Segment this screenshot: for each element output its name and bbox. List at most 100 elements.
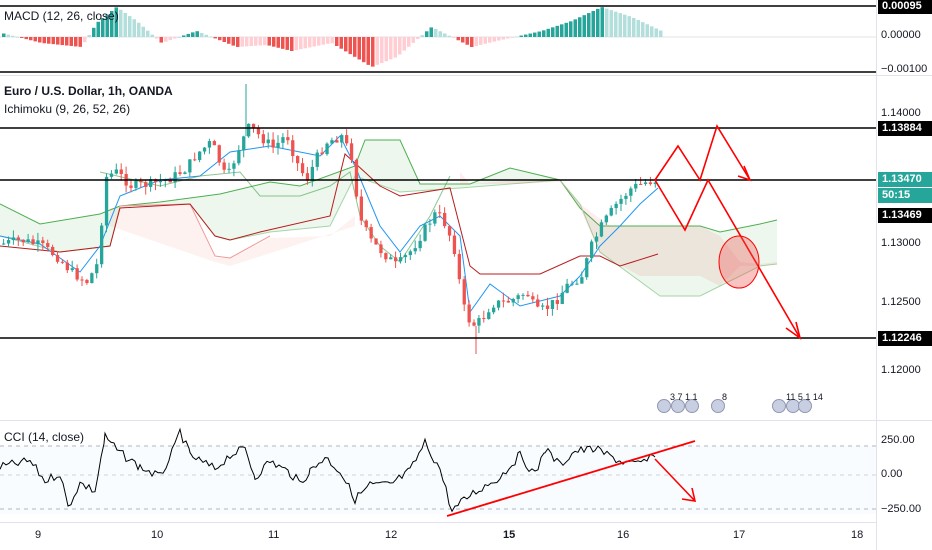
macd-bar: [2, 33, 6, 37]
economic-event-flag-icon[interactable]: [798, 399, 812, 413]
macd-bar: [488, 37, 492, 43]
candle-body: [349, 143, 354, 160]
macd-bar: [438, 31, 442, 37]
time-label: 17: [733, 529, 746, 541]
macd-bar: [537, 31, 541, 37]
macd-bar: [110, 11, 114, 37]
time-label: 18: [851, 529, 864, 541]
macd-bar: [249, 37, 253, 47]
macd-bar: [191, 32, 195, 37]
price-axis[interactable]: 1.14000 1.13000 1.12500 1.12000: [877, 76, 932, 420]
cci-tick: −250.00: [881, 503, 922, 515]
macd-bar: [51, 37, 55, 45]
candle-body: [217, 145, 221, 163]
macd-bar: [96, 21, 100, 37]
candle-body: [261, 134, 265, 144]
macd-bar: [173, 37, 177, 39]
symbol-legend[interactable]: Euro / U.S. Dollar, 1h, OANDA: [4, 84, 173, 98]
macd-bar: [528, 33, 532, 37]
candle-body: [80, 279, 84, 281]
candle-body: [467, 304, 471, 323]
candle-body: [447, 226, 452, 236]
candle-body: [202, 147, 207, 152]
macd-bar: [618, 13, 622, 37]
economic-event-flag-icon[interactable]: [772, 399, 786, 413]
candle-body: [286, 137, 290, 141]
candle-body: [291, 140, 295, 156]
candle-body: [315, 152, 319, 167]
macd-bar: [560, 24, 564, 37]
price-tick: 1.12000: [881, 364, 921, 376]
macd-bar: [524, 34, 528, 37]
candle-body: [198, 151, 202, 160]
economic-event-flag-icon[interactable]: [685, 399, 699, 413]
price-pane[interactable]: Euro / U.S. Dollar, 1h, OANDA Ichimoku (…: [0, 76, 877, 420]
candle-body: [408, 251, 412, 256]
candle-body: [506, 300, 510, 303]
candle-body: [65, 262, 69, 271]
candle-body: [389, 257, 393, 260]
candle-body: [585, 258, 589, 278]
macd-bar: [335, 37, 339, 46]
macd-pane[interactable]: MACD (12, 26, close): [0, 0, 877, 75]
macd-bar: [6, 34, 10, 37]
candle-body: [85, 279, 89, 284]
candle-body: [604, 215, 608, 223]
candle-body: [428, 223, 432, 225]
candle-body: [482, 318, 486, 320]
macd-bar: [515, 36, 519, 38]
candle-body: [100, 225, 104, 265]
macd-bar: [492, 37, 496, 42]
economic-event-flag-icon[interactable]: [657, 399, 671, 413]
macd-bar: [231, 37, 235, 46]
macd-bar: [591, 10, 595, 37]
macd-bar: [276, 37, 280, 48]
candle-body: [629, 188, 633, 196]
candle-body: [281, 137, 285, 143]
cci-legend[interactable]: CCI (14, close): [4, 430, 85, 444]
candle-body: [310, 166, 314, 181]
candle-body: [104, 176, 109, 226]
candle-body: [222, 162, 226, 170]
macd-bar: [15, 36, 19, 38]
macd-bar: [119, 9, 123, 38]
ichimoku-cloud-bearish: [460, 172, 777, 286]
pane-separator[interactable]: [0, 420, 932, 421]
candle-body: [550, 300, 555, 309]
level-badge-mid: 1.13469: [878, 208, 932, 223]
candle-body: [207, 141, 212, 148]
macd-bar: [452, 37, 456, 38]
time-axis[interactable]: [0, 522, 877, 550]
ichimoku-legend[interactable]: Ichimoku (9, 26, 52, 26): [4, 102, 131, 116]
candle-body: [31, 239, 35, 245]
cci-pane[interactable]: CCI (14, close): [0, 421, 877, 522]
macd-bar: [87, 35, 91, 37]
candle-body: [521, 294, 525, 296]
candle-body: [335, 140, 339, 143]
macd-bar: [470, 37, 474, 47]
macd-axis[interactable]: 0.00000 −0.00100: [877, 0, 932, 75]
last-price-badge: 1.13470: [878, 172, 932, 187]
candle-body: [300, 163, 305, 174]
economic-event-flag-icon[interactable]: [671, 399, 685, 413]
macd-bar: [573, 19, 577, 37]
macd-legend[interactable]: MACD (12, 26, close): [4, 9, 119, 23]
candle-body: [496, 300, 501, 308]
macd-bar: [380, 37, 384, 63]
cci-axis[interactable]: 250.00 0.00 −250.00: [877, 421, 932, 522]
macd-value-badge: 0.00095: [878, 0, 932, 14]
candle-body: [536, 299, 540, 307]
candle-body: [501, 300, 506, 302]
macd-bar: [614, 11, 618, 37]
macd-bar: [339, 37, 343, 49]
candle-body: [413, 248, 417, 252]
candle-body: [188, 159, 192, 173]
pane-separator[interactable]: [0, 75, 932, 76]
candle-body: [36, 240, 40, 245]
candle-body: [6, 240, 11, 244]
macd-bar: [542, 30, 546, 37]
macd-bar: [240, 37, 244, 47]
candle-body: [369, 227, 373, 239]
senkou-span-a: [0, 139, 778, 233]
economic-event-flag-icon[interactable]: [711, 399, 725, 413]
